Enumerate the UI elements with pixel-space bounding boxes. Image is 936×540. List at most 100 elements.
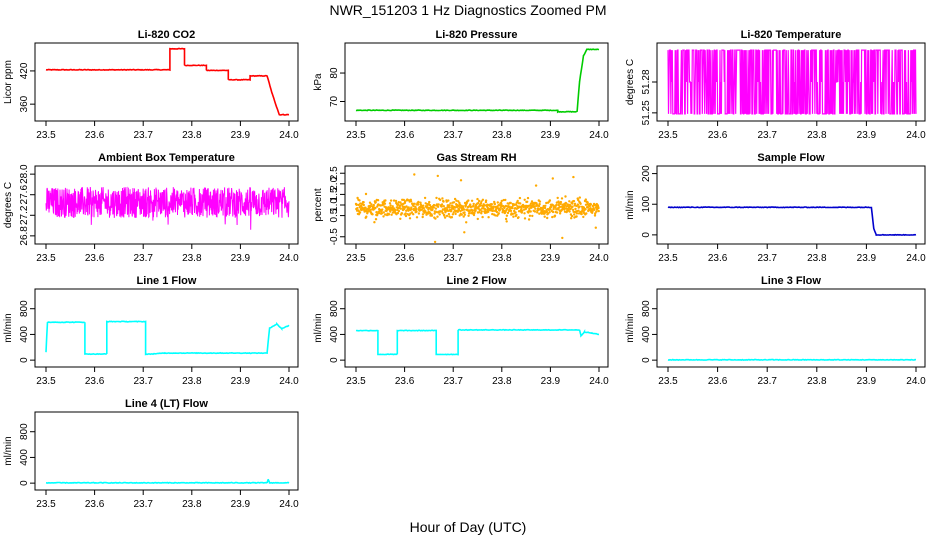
y-tick-label: 51.25 [641, 100, 652, 125]
x-tick-label: 23.5 [36, 499, 56, 510]
rh-point [575, 215, 578, 218]
rh-point [443, 214, 446, 217]
rh-point [536, 211, 539, 214]
rh-point [481, 215, 484, 219]
x-tick-label: 23.5 [658, 253, 678, 264]
rh-point [454, 212, 457, 216]
plot-frame [34, 288, 299, 368]
rh-point [421, 215, 424, 219]
rh-point [357, 203, 360, 207]
rh-point [570, 217, 573, 220]
rh-point [451, 213, 455, 216]
panel-sampleflow: Sample Flow ml/min 23.5 23.6 23.7 23.8 23.9 24.… [625, 152, 926, 264]
x-tick-label: 23.7 [133, 499, 153, 510]
rh-point [394, 199, 398, 203]
x-tick-label: 23.5 [658, 130, 678, 141]
x-tick-label: 24.0 [279, 253, 299, 264]
rh-point [553, 214, 557, 217]
rh-point [543, 206, 547, 210]
y-tick-label: 100 [641, 195, 652, 212]
rh-point [469, 205, 473, 208]
rh-point [503, 206, 506, 210]
rh-point [424, 210, 427, 213]
x-tick-label: 23.5 [346, 376, 366, 387]
rh-point [543, 215, 546, 218]
rh-point [518, 196, 522, 200]
series-line [667, 206, 917, 236]
rh-point [413, 173, 416, 176]
rh-point [404, 214, 408, 218]
rh-point [450, 208, 453, 212]
y-axis-label: Licor ppm [3, 60, 14, 104]
y-tick-label: 800 [329, 300, 340, 317]
panel-title: Sample Flow [757, 152, 825, 164]
plot-frame [656, 288, 926, 368]
y-tick-label: 51.28 [641, 69, 652, 94]
y-tick-label: 400 [641, 326, 652, 343]
x-tick-label: 23.8 [182, 130, 202, 141]
rh-point [374, 218, 378, 221]
rh-point [539, 206, 543, 210]
y-axis-label: ml/min [625, 190, 636, 219]
rh-point [365, 215, 368, 218]
series-line [45, 478, 290, 485]
rh-point [370, 203, 373, 206]
rh-point [462, 215, 465, 218]
rh-point [546, 216, 549, 220]
panel-rh: Gas Stream RH percent 23.5 23.6 23.7 23.8 23.9… [313, 152, 609, 264]
x-tick-label: 23.8 [182, 499, 202, 510]
rh-point [472, 213, 476, 217]
x-tick-label: 23.9 [541, 130, 561, 141]
rh-point [504, 217, 508, 221]
x-tick-label: 23.9 [231, 130, 251, 141]
rh-point [389, 199, 393, 202]
rh-point [594, 226, 597, 229]
rh-point [516, 199, 519, 203]
series-line [355, 48, 600, 114]
rh-point [374, 206, 377, 210]
x-tick-label: 23.7 [757, 376, 777, 387]
x-tick-label: 24.0 [589, 376, 609, 387]
panel-co2: Li-820 CO2 Licor ppm 23.5 23.6 23.7 23.8 23.9 2… [3, 29, 299, 141]
rh-point [479, 202, 483, 205]
x-tick-label: 23.9 [857, 253, 877, 264]
x-tick-label: 23.5 [36, 376, 56, 387]
y-axis-label: degrees C [625, 59, 636, 105]
rh-point [434, 217, 437, 220]
rh-point [579, 202, 582, 205]
rh-point [432, 203, 436, 207]
rh-point [394, 209, 397, 212]
y-tick-label: 27.2 [19, 205, 30, 225]
y-tick-label: 1.5 [329, 187, 340, 201]
y-tick-label: 800 [19, 423, 30, 440]
rh-point [506, 207, 509, 210]
x-tick-label: 23.6 [708, 376, 728, 387]
y-tick-label: 420 [19, 62, 30, 79]
rh-point [490, 203, 493, 206]
rh-point [460, 213, 463, 216]
y-tick-label: 200 [641, 165, 652, 182]
rh-point [465, 221, 468, 224]
rh-point [380, 212, 384, 215]
x-tick-label: 23.9 [541, 253, 561, 264]
rh-point [548, 199, 552, 202]
rh-point [362, 203, 365, 207]
plot-frame [656, 165, 926, 245]
rh-point [384, 213, 387, 216]
rh-point [431, 208, 434, 211]
rh-point [505, 214, 509, 217]
rh-point [371, 213, 374, 216]
rh-point [521, 209, 524, 212]
panel-line2: Line 2 Flow ml/min 23.5 23.6 23.7 23.8 23.9 24.… [313, 275, 609, 387]
rh-point [476, 217, 479, 221]
rh-point [567, 207, 570, 211]
rh-point [523, 198, 526, 201]
rh-point [527, 218, 531, 221]
rh-point [435, 196, 438, 200]
panel-title: Line 3 Flow [761, 275, 821, 287]
rh-point [531, 214, 534, 218]
rh-point [373, 221, 376, 224]
y-tick-label: 70 [329, 95, 340, 107]
x-tick-label: 23.6 [395, 130, 415, 141]
rh-point [480, 212, 483, 215]
